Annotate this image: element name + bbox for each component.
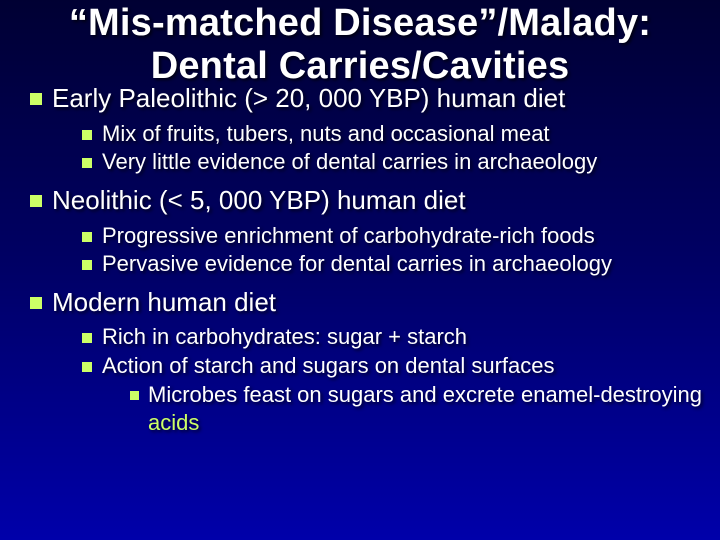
slide-title: “Mis-matched Disease”/Malady: Dental Car… xyxy=(18,0,702,87)
l3-label-accent: acids xyxy=(148,410,199,435)
l1-label: Neolithic (< 5, 000 YBP) human diet xyxy=(52,185,466,215)
subsublist: Microbes feast on sugars and excrete ena… xyxy=(102,381,702,438)
slide: “Mis-matched Disease”/Malady: Dental Car… xyxy=(0,0,720,540)
l2-label: Progressive enrichment of carbohydrate-r… xyxy=(102,223,595,248)
l2-label: Mix of fruits, tubers, nuts and occasion… xyxy=(102,121,550,146)
l3-label-prefix: Microbes feast on sugars and excrete ena… xyxy=(148,382,702,407)
sublist: Mix of fruits, tubers, nuts and occasion… xyxy=(52,120,702,177)
list-item: Modern human diet Rich in carbohydrates:… xyxy=(26,287,702,438)
list-item: Very little evidence of dental carries i… xyxy=(80,148,702,177)
l2-label: Pervasive evidence for dental carries in… xyxy=(102,251,612,276)
bullet-list: Early Paleolithic (> 20, 000 YBP) human … xyxy=(18,83,702,438)
list-item: Action of starch and sugars on dental su… xyxy=(80,352,702,438)
list-item: Microbes feast on sugars and excrete ena… xyxy=(128,381,702,438)
sublist: Rich in carbohydrates: sugar + starch Ac… xyxy=(52,323,702,437)
sublist: Progressive enrichment of carbohydrate-r… xyxy=(52,222,702,279)
l2-label: Action of starch and sugars on dental su… xyxy=(102,353,554,378)
list-item: Mix of fruits, tubers, nuts and occasion… xyxy=(80,120,702,149)
list-item: Rich in carbohydrates: sugar + starch xyxy=(80,323,702,352)
list-item: Early Paleolithic (> 20, 000 YBP) human … xyxy=(26,83,702,177)
list-item: Neolithic (< 5, 000 YBP) human diet Prog… xyxy=(26,185,702,279)
l1-label: Modern human diet xyxy=(52,287,276,317)
l1-label: Early Paleolithic (> 20, 000 YBP) human … xyxy=(52,83,565,113)
l2-label: Rich in carbohydrates: sugar + starch xyxy=(102,324,467,349)
list-item: Progressive enrichment of carbohydrate-r… xyxy=(80,222,702,251)
l2-label: Very little evidence of dental carries i… xyxy=(102,149,597,174)
list-item: Pervasive evidence for dental carries in… xyxy=(80,250,702,279)
